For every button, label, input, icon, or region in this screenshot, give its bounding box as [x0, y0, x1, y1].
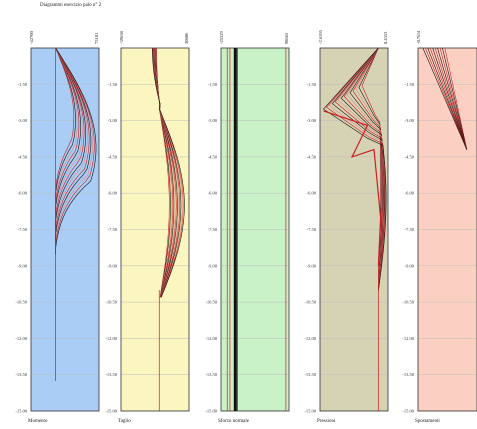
y-tick-label: -13.50 — [402, 372, 414, 377]
y-tick-label: -7.50 — [307, 227, 317, 232]
y-tick-label: -10.50 — [205, 300, 217, 305]
y-tick-label: -4.50 — [307, 154, 317, 159]
y-tick-label: -13.50 — [105, 372, 117, 377]
series-group — [323, 47, 387, 411]
series-line — [55, 47, 92, 254]
panel-label: Momento — [28, 419, 48, 424]
series-line — [427, 47, 468, 150]
series-line-highlight — [323, 110, 382, 266]
series-line — [323, 47, 387, 291]
y-tick-label: -10.50 — [105, 300, 117, 305]
series-line — [442, 47, 468, 150]
y-tick-label: -12.00 — [105, 336, 117, 341]
y-tick-label: -3.00 — [405, 118, 415, 123]
y-tick-label: -7.50 — [108, 227, 118, 232]
y-tick-label: -3.00 — [307, 118, 317, 123]
series-group — [152, 47, 185, 411]
y-tick-label: -10.50 — [15, 300, 27, 305]
panel-label: Pressioni — [317, 419, 336, 424]
series-line — [425, 47, 468, 150]
y-tick-label: -3.00 — [18, 118, 28, 123]
series-group — [422, 47, 468, 150]
y-tick-label: -6.00 — [307, 191, 317, 196]
panel-label: Spostamenti — [415, 419, 440, 424]
x-max-label: 0.4353 — [383, 31, 388, 44]
y-tick-label: -6.00 — [405, 191, 415, 196]
x-min-label: -42700 — [29, 31, 34, 44]
series-line — [55, 47, 88, 254]
y-tick-label: -7.50 — [208, 227, 218, 232]
series-line — [55, 47, 90, 254]
panel-border — [30, 47, 100, 412]
y-tick-label: -9.00 — [18, 263, 28, 268]
y-tick-label: -4.50 — [18, 154, 28, 159]
series-line — [152, 47, 185, 298]
y-tick-label: -1.50 — [307, 82, 317, 87]
series-line — [55, 47, 95, 254]
series-line — [437, 47, 468, 150]
x-min-label: -0.7651 — [416, 30, 421, 44]
y-tick-label: -3.00 — [108, 118, 118, 123]
panel-label: Sforzo normale — [218, 419, 250, 424]
panel-border — [220, 47, 290, 412]
y-tick-label: -10.50 — [304, 300, 316, 305]
y-tick-label: -1.50 — [108, 82, 118, 87]
y-tick-label: -12.00 — [402, 336, 414, 341]
y-tick-label: -4.50 — [208, 154, 218, 159]
x-min-label: -39658 — [119, 31, 124, 44]
y-tick-label: -12.00 — [205, 336, 217, 341]
y-tick-label: -15.00 — [205, 409, 217, 414]
series-line — [55, 47, 93, 254]
panel-momento: -1.50 -3.00 -4.50 -6.00 -7.50 -9.00 -10.50 -12.… — [15, 31, 100, 424]
series-line — [439, 47, 468, 150]
y-tick-label: -6.00 — [108, 191, 118, 196]
y-tick-label: -1.50 — [405, 82, 415, 87]
series-line — [55, 47, 97, 254]
y-tick-label: -15.00 — [402, 409, 414, 414]
y-tick-label: -12.00 — [15, 336, 27, 341]
x-max-label: 98665 — [284, 32, 289, 44]
panel-spostamenti: -1.50 -3.00 -4.50 -6.00 -7.50 -9.00 -10.50 -12.… — [402, 30, 477, 424]
series-line — [434, 47, 468, 150]
y-tick-label: -9.00 — [108, 263, 118, 268]
series-line — [422, 47, 468, 150]
x-max-label: 75101 — [94, 33, 99, 44]
panel-border — [319, 47, 389, 412]
x-min-label: -25329 — [219, 31, 224, 44]
y-tick-label: -6.00 — [208, 191, 218, 196]
y-tick-label: -13.50 — [15, 372, 27, 377]
y-tick-label: -6.00 — [18, 191, 28, 196]
y-tick-label: -9.00 — [208, 263, 218, 268]
y-tick-label: -10.50 — [402, 300, 414, 305]
y-tick-label: -12.00 — [304, 336, 316, 341]
chart-title: Diagrammi esercizio palo n° 2 — [40, 3, 102, 8]
y-tick-label: -13.50 — [304, 372, 316, 377]
series-group — [226, 48, 287, 411]
y-tick-label: -7.50 — [18, 227, 28, 232]
series-line — [444, 47, 468, 150]
y-tick-label: -4.50 — [108, 154, 118, 159]
y-tick-label: -9.00 — [307, 263, 317, 268]
panel-taglio: -1.50 -3.00 -4.50 -6.00 -7.50 -9.00 -10.50 -12.… — [105, 31, 190, 424]
y-tick-label: -3.00 — [208, 118, 218, 123]
y-tick-label: -7.50 — [405, 227, 415, 232]
y-tick-label: -1.50 — [208, 82, 218, 87]
y-tick-label: -1.50 — [18, 82, 28, 87]
series-line — [429, 47, 468, 150]
panel-sforzo-normale: -1.50 -3.00 -4.50 -6.00 -7.50 -9.00 -10.50 -12.… — [205, 31, 290, 424]
series-line — [432, 47, 468, 150]
x-max-label: 30806 — [184, 32, 189, 44]
series-group — [55, 47, 97, 381]
y-tick-label: -15.00 — [105, 409, 117, 414]
panel-label: Taglio — [118, 419, 131, 424]
y-tick-label: -4.50 — [405, 154, 415, 159]
y-tick-label: -13.50 — [205, 372, 217, 377]
y-tick-label: -15.00 — [15, 409, 27, 414]
x-min-label: -2.6595 — [318, 29, 323, 44]
y-tick-label: -9.00 — [405, 263, 415, 268]
panel-pressioni: -1.50 -3.00 -4.50 -6.00 -7.50 -9.00 -10.50 -12.… — [304, 29, 389, 424]
y-tick-label: -15.00 — [304, 409, 316, 414]
panel-border — [417, 47, 477, 412]
